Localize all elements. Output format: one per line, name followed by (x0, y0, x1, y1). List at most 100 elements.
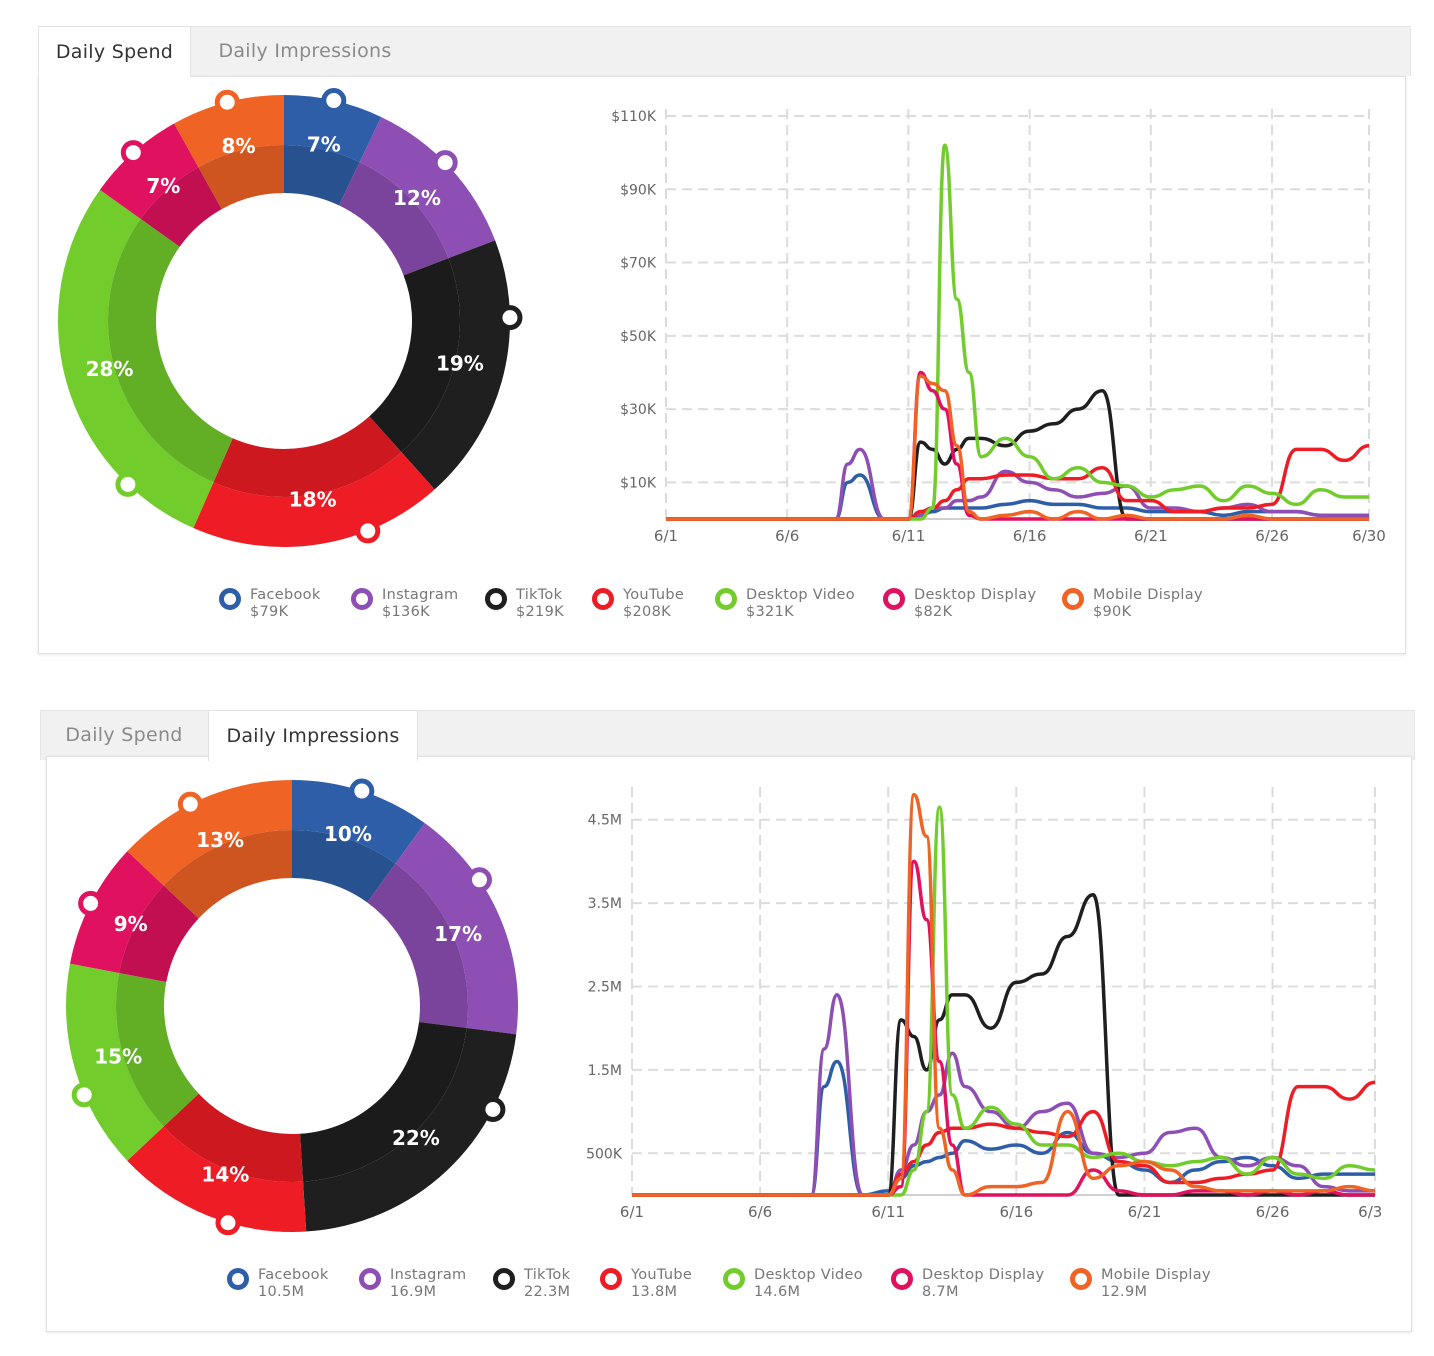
slice-label-desktop-video: 28% (86, 357, 134, 381)
slice-marker-instagram[interactable] (466, 867, 492, 893)
slice-marker-desktop-display[interactable] (78, 890, 104, 916)
series-line-youtube[interactable] (632, 1080, 1376, 1197)
y-tick-label: $50K (620, 329, 657, 345)
x-tick-label: 6/16 (999, 1203, 1033, 1221)
legend-label: Mobile Display (1101, 1267, 1211, 1283)
legend-value: 22.3M (524, 1284, 571, 1300)
legend-label: Desktop Display (922, 1267, 1045, 1283)
legend-item-desktop-video[interactable]: Desktop Video 14.6M (723, 1267, 863, 1301)
series-line-desktop-video[interactable] (665, 143, 1369, 521)
y-tick-label: 1.5M (588, 1063, 622, 1079)
donut-slice-facebook[interactable] (284, 95, 382, 206)
legend-label: Instagram (382, 587, 459, 603)
legend-item-youtube[interactable]: YouTube 13.8M (600, 1267, 692, 1301)
slice-marker-tiktok[interactable] (497, 305, 523, 331)
legend-value: 14.6M (754, 1284, 801, 1300)
legend-marker-icon (883, 588, 905, 610)
donut-slice-youtube[interactable] (127, 1093, 307, 1232)
spend-panel: Daily Spend Daily Impressions 7% 12% 19% 18… (38, 26, 1411, 656)
x-tick-label: 6/26 (1255, 527, 1289, 545)
legend-marker-icon (227, 1268, 249, 1290)
y-tick-label: 2.5M (588, 980, 622, 996)
tab-daily-spend[interactable]: Daily Spend (38, 26, 191, 77)
legend-item-desktop-display[interactable]: Desktop Display 8.7M (891, 1267, 1044, 1301)
legend-marker-icon (351, 588, 373, 610)
donut-slice-desktop-video[interactable] (57, 189, 233, 529)
y-tick-label: $90K (620, 182, 657, 198)
slice-label-instagram: 17% (434, 922, 482, 946)
slice-label-instagram: 12% (393, 186, 441, 210)
legend-label: Desktop Video (754, 1267, 863, 1283)
donut-slice-tiktok[interactable] (300, 1022, 517, 1232)
x-tick-label: 6/21 (1128, 1203, 1162, 1221)
legend-value: $136K (382, 604, 430, 620)
x-tick-label: 6/6 (748, 1203, 772, 1221)
donut-slice-instagram[interactable] (339, 116, 496, 276)
slice-marker-desktop-display[interactable] (120, 140, 146, 166)
y-tick-label: $10K (620, 475, 657, 491)
donut-slice-tiktok[interactable] (369, 240, 511, 490)
legend-item-tiktok[interactable]: TikTok 22.3M (493, 1267, 570, 1301)
legend-item-facebook[interactable]: Facebook $79K (219, 587, 321, 621)
donut-chart: 7% 12% 19% 18% 28% 7% 8% (57, 88, 523, 547)
tab-daily-impressions[interactable]: Daily Impressions (208, 710, 418, 761)
slice-marker-mobile-display[interactable] (177, 791, 203, 817)
legend: Facebook 10.5M Instagram 16.9M TikTok 22.3M Yo… (227, 1267, 1327, 1317)
slice-label-youtube: 18% (289, 488, 337, 512)
slice-marker-desktop-video[interactable] (71, 1082, 97, 1108)
legend-marker-icon (493, 1268, 515, 1290)
slice-label-tiktok: 22% (392, 1126, 440, 1150)
donut-slice-mobile-display[interactable] (174, 95, 284, 210)
x-tick-label: 6/1 (620, 1203, 644, 1221)
legend-marker-icon (1062, 588, 1084, 610)
series-line-facebook[interactable] (632, 1059, 1375, 1197)
line-chart: 6/1 6/6 6/11 6/16 6/21 6/26 6/30 $10K $30K $50K $7… (611, 109, 1386, 545)
donut-slice-facebook[interactable] (292, 780, 425, 903)
slice-marker-facebook[interactable] (321, 88, 347, 114)
legend-item-tiktok[interactable]: TikTok $219K (485, 587, 564, 621)
slice-marker-facebook[interactable] (349, 778, 375, 804)
legend: Facebook $79K Instagram $136K TikTok $219K You… (219, 587, 1319, 637)
slice-label-desktop-display: 9% (114, 912, 148, 936)
legend-label: YouTube (623, 587, 685, 603)
slice-label-facebook: 10% (324, 822, 372, 846)
y-tick-label: 500K (586, 1146, 623, 1162)
series-line-tiktok[interactable] (632, 893, 1375, 1197)
slice-marker-youtube[interactable] (355, 518, 381, 544)
legend-value: 8.7M (922, 1284, 959, 1300)
legend-value: $79K (250, 604, 289, 620)
x-tick-label: 6/11 (871, 1203, 905, 1221)
x-tick-label: 6/6 (775, 527, 799, 545)
legend-item-mobile-display[interactable]: Mobile Display $90K (1062, 587, 1203, 621)
legend-item-desktop-display[interactable]: Desktop Display $82K (883, 587, 1036, 621)
legend-value: $90K (1093, 604, 1132, 620)
slice-marker-mobile-display[interactable] (214, 89, 240, 115)
series-line-desktop-display[interactable] (632, 859, 1375, 1197)
legend-value: $82K (914, 604, 953, 620)
slice-label-facebook: 7% (307, 132, 341, 156)
tab-daily-impressions[interactable]: Daily Impressions (218, 40, 392, 62)
legend-item-facebook[interactable]: Facebook 10.5M (227, 1267, 329, 1301)
tab-daily-spend[interactable]: Daily Spend (65, 724, 183, 746)
donut-slice-mobile-display[interactable] (127, 780, 293, 919)
legend-item-instagram[interactable]: Instagram $136K (351, 587, 458, 621)
slice-marker-desktop-video[interactable] (115, 471, 141, 497)
donut-slice-desktop-display[interactable] (99, 123, 222, 247)
slice-marker-tiktok[interactable] (480, 1096, 506, 1122)
y-tick-label: 3.5M (588, 896, 622, 912)
impressions-panel: Daily Spend Daily Impressions 10% 17% 22% 1… (40, 710, 1415, 1336)
legend-item-mobile-display[interactable]: Mobile Display 12.9M (1070, 1267, 1211, 1301)
slice-marker-youtube[interactable] (215, 1210, 241, 1236)
donut-slice-desktop-display[interactable] (70, 851, 199, 983)
slice-marker-instagram[interactable] (432, 150, 458, 176)
series-line-mobile-display[interactable] (665, 374, 1369, 521)
y-tick-label: $110K (611, 109, 657, 125)
donut-slice-instagram[interactable] (367, 823, 518, 1035)
legend-item-youtube[interactable]: YouTube $208K (592, 587, 684, 621)
legend-item-instagram[interactable]: Instagram 16.9M (359, 1267, 466, 1301)
series-line-mobile-display[interactable] (632, 792, 1376, 1197)
legend-item-desktop-video[interactable]: Desktop Video $321K (715, 587, 855, 621)
slice-label-youtube: 14% (201, 1162, 249, 1186)
series-line-instagram[interactable] (665, 447, 1369, 521)
donut-slice-desktop-video[interactable] (66, 963, 199, 1161)
